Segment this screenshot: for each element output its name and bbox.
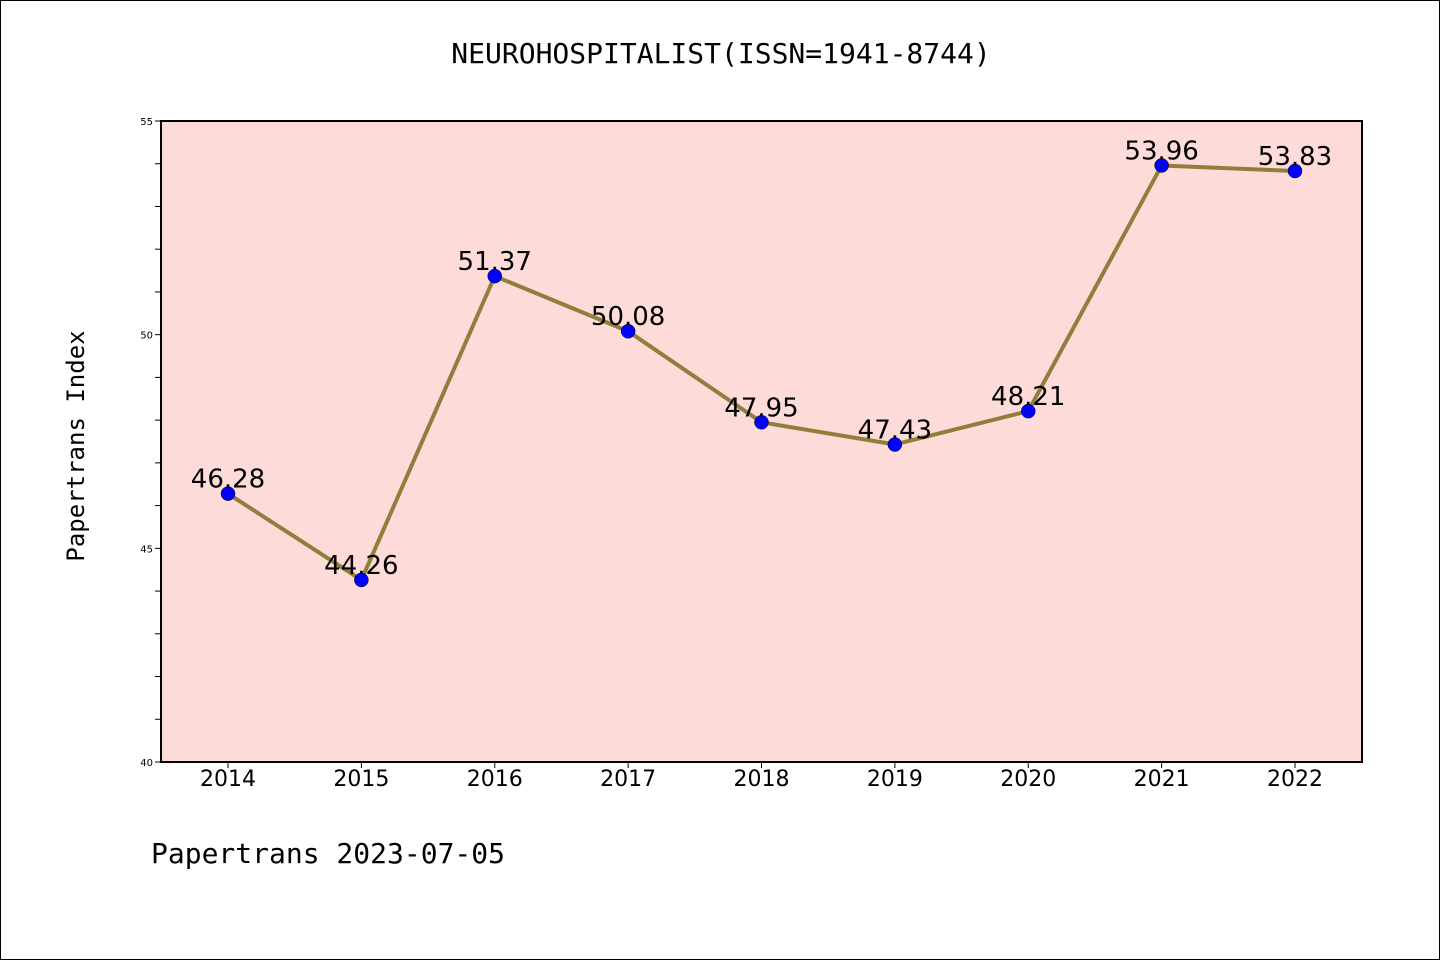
data-label: 50.08	[591, 302, 665, 332]
x-tick-label: 2021	[1134, 767, 1190, 792]
data-label: 51.37	[458, 247, 532, 277]
data-label: 53.83	[1258, 142, 1332, 172]
data-point	[220, 486, 236, 501]
data-label: 47.43	[858, 415, 932, 445]
footer-text: Papertrans 2023-07-05	[151, 837, 506, 870]
data-label: 44.26	[324, 551, 398, 581]
x-tick-label: 2014	[200, 767, 256, 792]
data-point	[487, 268, 502, 284]
data-point	[1154, 158, 1169, 173]
data-point	[754, 415, 769, 430]
x-tick-label: 2015	[333, 767, 389, 792]
data-point	[1021, 403, 1036, 419]
x-tick-label: 2020	[1000, 767, 1056, 792]
x-tick-label: 2016	[467, 767, 523, 792]
data-label: 53.96	[1124, 136, 1198, 166]
data-point	[1287, 163, 1303, 179]
x-tick-label: 2022	[1267, 767, 1323, 792]
y-tick-label: 40	[140, 758, 153, 769]
plot-background	[161, 121, 1362, 762]
data-label: 48.21	[991, 382, 1065, 412]
y-tick-label: 45	[140, 544, 153, 555]
data-label: 46.28	[191, 465, 265, 495]
chart-title: NEUROHOSPITALIST(ISSN=1941-8744)	[451, 37, 991, 70]
data-point	[620, 323, 636, 339]
data-label: 47.95	[724, 393, 798, 423]
x-tick-label: 2018	[734, 767, 790, 792]
x-tick-label: 2017	[600, 767, 656, 792]
data-point	[887, 437, 903, 452]
x-tick-label: 2019	[867, 767, 923, 792]
y-tick-label: 50	[140, 331, 153, 342]
data-point	[354, 572, 369, 588]
y-tick-label: 55	[140, 117, 153, 128]
plot-frame	[160, 120, 1363, 763]
